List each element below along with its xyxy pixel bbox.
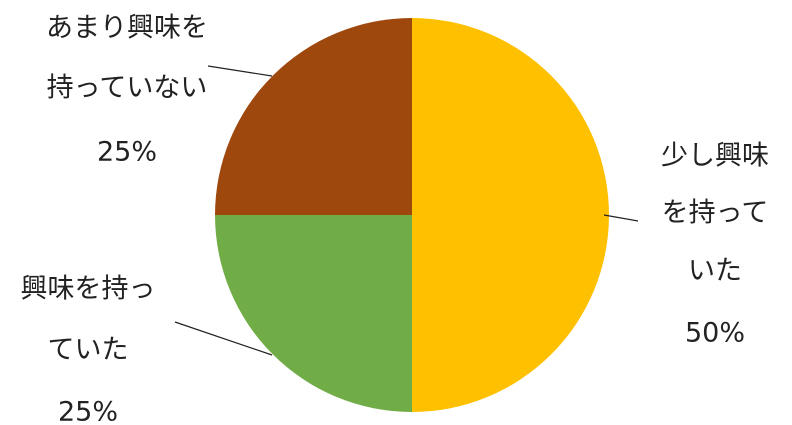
pie-slices — [215, 18, 609, 412]
pie-slice-1 — [215, 215, 412, 412]
slice-label-2-line-0: あまり興味を — [46, 13, 208, 44]
leader-line-0 — [603, 214, 639, 222]
pie-slice-2 — [215, 18, 412, 215]
leader-line-2 — [207, 65, 273, 77]
pie-slice-0 — [412, 18, 609, 412]
slice-label-2-line-1: 持っていない — [47, 73, 208, 104]
slice-label-1-line-0: 興味を持っ — [21, 274, 156, 305]
leader-line-1 — [174, 321, 273, 356]
slice-label-0-line-2: いた — [688, 256, 742, 287]
slice-value-label-2: 25% — [97, 137, 157, 168]
slice-value-label-1: 25% — [58, 397, 118, 425]
slice-value-label-0: 50% — [685, 318, 745, 349]
leader-lines — [174, 65, 639, 356]
slice-label-0-line-0: 少し興味 — [661, 141, 769, 172]
slice-label-1-line-1: ていた — [48, 335, 129, 366]
slice-label-0-line-1: を持って — [662, 198, 769, 229]
